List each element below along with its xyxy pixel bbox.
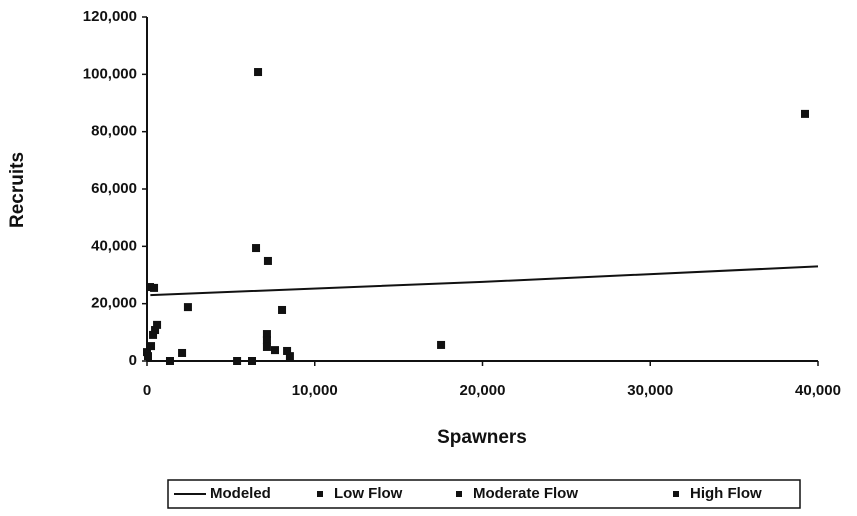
point	[252, 244, 261, 253]
modeled-line	[150, 265, 819, 297]
legend-swatch	[317, 491, 323, 497]
x-tick-label: 20,000	[460, 382, 506, 399]
x-tick-label: 10,000	[292, 382, 338, 399]
x-tick-label: 0	[143, 382, 151, 399]
point	[143, 348, 151, 357]
y-tick-label: 60,000	[91, 180, 137, 197]
point	[178, 348, 187, 357]
point	[153, 320, 162, 329]
y-tick-label: 0	[129, 352, 137, 369]
point	[262, 336, 271, 345]
y-tick-label: 40,000	[91, 237, 137, 254]
point	[146, 283, 155, 292]
legend-label: Moderate Flow	[473, 485, 578, 502]
point	[262, 342, 271, 351]
x-tick-label: 40,000	[795, 382, 841, 399]
legend-box	[167, 479, 801, 509]
point	[800, 109, 809, 118]
legend-label: Low Flow	[334, 485, 403, 502]
y-axis-title: Recruits	[7, 152, 28, 228]
point	[150, 283, 159, 292]
point	[183, 303, 192, 312]
legend-label: Modeled	[210, 485, 271, 502]
point	[262, 330, 271, 339]
legend-swatch	[456, 491, 462, 497]
legend-swatch	[673, 491, 679, 497]
point	[165, 357, 174, 365]
point	[437, 340, 446, 349]
point	[285, 352, 294, 361]
y-tick-label: 120,000	[83, 8, 137, 25]
point	[147, 342, 156, 351]
point	[278, 305, 287, 314]
point	[149, 330, 158, 339]
x-tick-label: 30,000	[627, 382, 673, 399]
legend-label: High Flow	[690, 485, 762, 502]
y-tick-label: 20,000	[91, 295, 137, 312]
y-tick-label: 100,000	[83, 65, 137, 82]
point	[263, 256, 272, 265]
y-tick-label: 80,000	[91, 123, 137, 140]
point	[254, 68, 263, 77]
point	[248, 357, 257, 365]
point	[151, 326, 160, 335]
point	[283, 346, 292, 355]
point	[144, 352, 153, 361]
point	[270, 346, 279, 355]
point	[233, 357, 242, 365]
x-axis-title: Spawners	[437, 427, 527, 448]
